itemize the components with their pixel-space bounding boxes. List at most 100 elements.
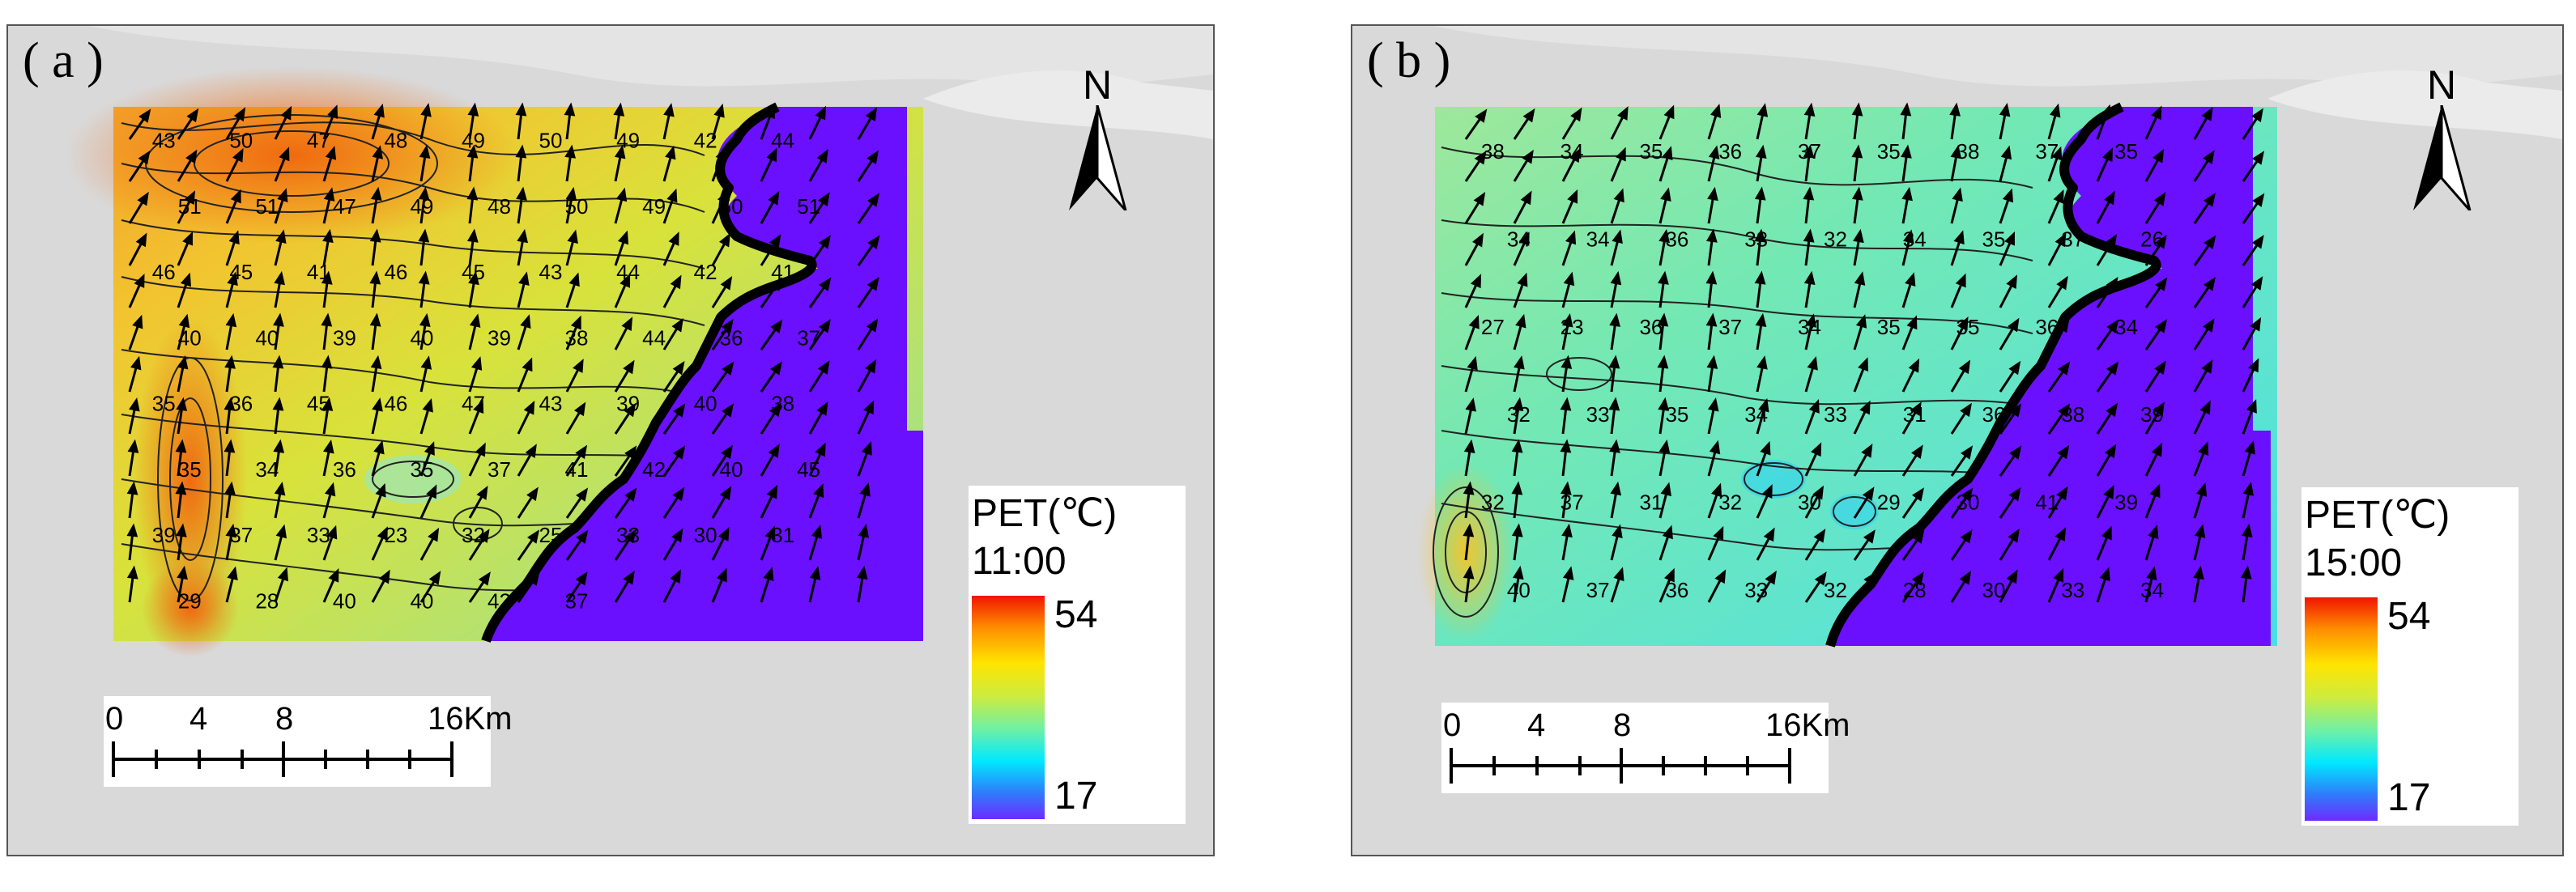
wind-arrow-head bbox=[1949, 102, 1961, 117]
contour-value-label: 39 bbox=[2140, 402, 2164, 427]
contour-value-label: 36 bbox=[1982, 402, 2006, 427]
contour-value-label: 51 bbox=[255, 194, 279, 219]
wind-arrow-head bbox=[770, 319, 783, 333]
scale-minor-tick bbox=[1662, 756, 1665, 775]
wind-arrow-head bbox=[1520, 190, 1532, 206]
scale-tick-4: 4 bbox=[1527, 707, 1546, 743]
wind-arrow-head bbox=[370, 186, 382, 202]
wind-arrow-head bbox=[2250, 276, 2263, 291]
contour-value-label: 38 bbox=[1956, 139, 1980, 164]
wind-arrow-head bbox=[818, 319, 831, 333]
wind-arrow-head bbox=[277, 567, 288, 582]
wind-arrow-head bbox=[1756, 355, 1768, 370]
contour-value-label: 33 bbox=[1824, 402, 1847, 427]
contour-value-label: 40 bbox=[178, 325, 202, 350]
wind-arrow-head bbox=[2053, 189, 2064, 204]
scale-tick-8: 8 bbox=[1613, 707, 1632, 743]
wind-arrow-head bbox=[816, 149, 828, 164]
contour-value-label: 40 bbox=[1507, 578, 1531, 602]
wind-arrow-head bbox=[1911, 571, 1924, 586]
wind-arrow-head bbox=[1863, 571, 1876, 586]
contour-value-label: 44 bbox=[642, 325, 666, 350]
scale-minor-tick bbox=[241, 750, 244, 769]
wind-arrow-head bbox=[2148, 525, 2159, 540]
wind-arrow-head bbox=[573, 359, 584, 373]
contour-value-label: 30 bbox=[694, 523, 717, 547]
wind-arrow-head bbox=[766, 484, 778, 499]
wind-arrow-head bbox=[856, 565, 868, 580]
contour-value-label: 40 bbox=[694, 392, 717, 416]
wind-arrow-head bbox=[2152, 148, 2165, 164]
wind-arrow-head bbox=[764, 525, 776, 541]
wind-arrow-head bbox=[1658, 397, 1670, 411]
contour-value-label: 37 bbox=[2061, 227, 2084, 252]
wind-arrow-head bbox=[1657, 355, 1669, 369]
wind-arrow-head bbox=[570, 315, 581, 330]
contour-value-label: 39 bbox=[616, 392, 640, 416]
wind-arrow-head bbox=[2152, 401, 2165, 416]
scale-minor-tick bbox=[155, 750, 158, 769]
scale-minor-tick bbox=[324, 750, 327, 769]
wind-arrow-head bbox=[2056, 275, 2068, 291]
wind-arrow-head bbox=[858, 524, 870, 538]
contour-value-label: 44 bbox=[616, 260, 640, 284]
wind-arrow-head bbox=[722, 403, 734, 418]
legend-min: 17 bbox=[2387, 776, 2431, 819]
wind-arrow-head bbox=[817, 360, 830, 375]
wind-arrow-head bbox=[322, 228, 334, 244]
wind-arrow-head bbox=[1908, 358, 1920, 373]
wind-arrow-head bbox=[673, 445, 686, 460]
wind-arrow-head bbox=[1561, 523, 1573, 538]
wind-arrow-head bbox=[2100, 104, 2111, 119]
wind-arrow-head bbox=[2199, 400, 2211, 415]
wind-arrow-head bbox=[1707, 397, 1719, 412]
wind-arrow-head bbox=[1560, 481, 1572, 495]
wind-arrow-head bbox=[1803, 228, 1815, 243]
wind-arrow-head bbox=[1517, 272, 1528, 287]
wind-arrow-head bbox=[418, 270, 430, 285]
wind-arrow-head bbox=[865, 359, 877, 374]
wind-arrow-head bbox=[130, 355, 142, 371]
contour-value-label: 23 bbox=[384, 523, 407, 547]
wind-arrow-head bbox=[2155, 277, 2168, 291]
wind-arrow-head bbox=[1463, 523, 1475, 537]
contour-value-label: 49 bbox=[462, 129, 485, 153]
wind-arrow-head bbox=[428, 571, 441, 585]
wind-arrow-head bbox=[666, 188, 678, 203]
wind-arrow-head bbox=[614, 145, 626, 159]
wind-arrow-head bbox=[1707, 186, 1718, 202]
wind-arrow-head bbox=[2058, 403, 2071, 418]
legend-max: 54 bbox=[2387, 595, 2431, 638]
wind-arrow-head bbox=[1561, 355, 1573, 369]
wind-arrow-head bbox=[764, 104, 775, 119]
wind-arrow-head bbox=[671, 528, 683, 543]
wind-arrow-head bbox=[721, 319, 734, 333]
wind-arrow-head bbox=[277, 188, 288, 202]
wind-arrow-head bbox=[671, 317, 683, 333]
contour-value-label: 46 bbox=[384, 392, 407, 416]
contour-value-label: 37 bbox=[1561, 491, 1584, 515]
wind-arrow-head bbox=[1610, 481, 1622, 496]
wind-arrow-head bbox=[468, 270, 479, 286]
wind-arrow-head bbox=[623, 359, 635, 375]
contour-value-label: 28 bbox=[255, 588, 279, 613]
scale-minor-tick bbox=[408, 750, 411, 769]
wind-arrow-head bbox=[2203, 277, 2216, 291]
wind-arrow-head bbox=[280, 105, 292, 121]
legend-color-ramp bbox=[972, 596, 1045, 819]
wind-arrow-head bbox=[127, 439, 139, 453]
wind-arrow-head bbox=[1522, 108, 1535, 123]
wind-arrow-head bbox=[1803, 102, 1816, 117]
wind-arrow-head bbox=[1512, 397, 1524, 411]
wind-arrow-head bbox=[1960, 402, 1973, 418]
legend-color-ramp bbox=[2305, 597, 2378, 821]
wind-arrow-head bbox=[1863, 529, 1876, 544]
wind-arrow-head bbox=[1663, 104, 1675, 120]
scale-tick-4: 4 bbox=[189, 701, 208, 737]
wind-arrow-head bbox=[1662, 525, 1673, 540]
wind-arrow-head bbox=[1465, 397, 1476, 412]
wind-arrow-head bbox=[478, 571, 491, 586]
wind-arrow-head bbox=[1570, 107, 1582, 122]
contour-value-label: 36 bbox=[1639, 315, 1663, 339]
wind-arrow-head bbox=[518, 271, 530, 286]
